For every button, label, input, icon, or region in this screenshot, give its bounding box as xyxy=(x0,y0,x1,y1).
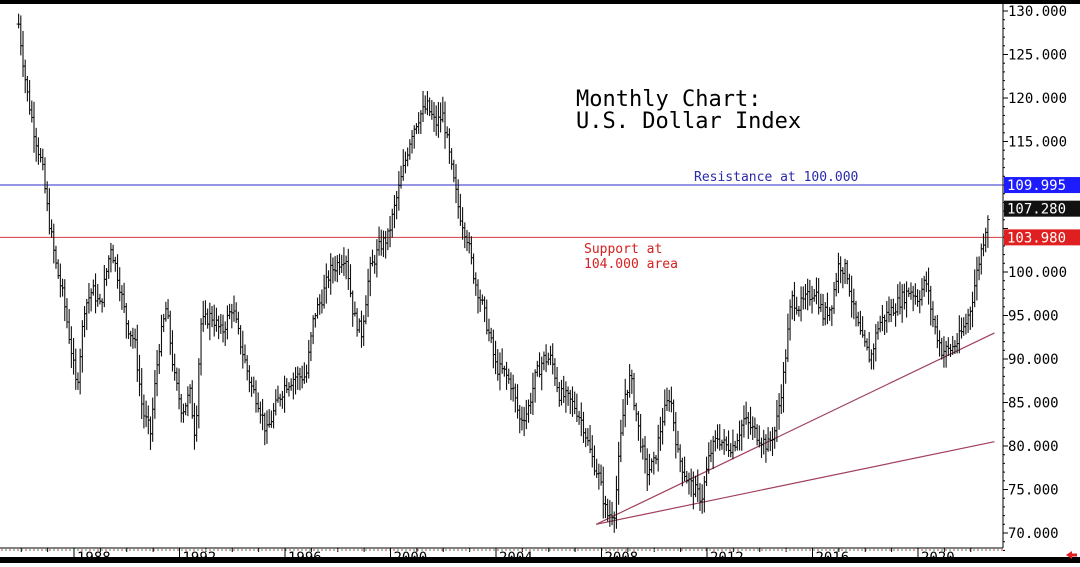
price-label-text: 103.980 xyxy=(1007,230,1066,246)
trendline-shallow xyxy=(596,441,995,525)
y-axis-tick-label: 95.000 xyxy=(1008,309,1059,325)
y-axis-tick-label: 70.000 xyxy=(1008,526,1059,542)
support-annotation-line-1: Support at xyxy=(584,242,662,257)
y-axis-tick-label: 120.000 xyxy=(1008,91,1067,107)
chart-title-line-1: Monthly Chart: xyxy=(576,87,761,112)
x-axis-tick-label: 1996 xyxy=(288,550,322,563)
x-axis-tick-label: 2004 xyxy=(499,550,533,563)
x-axis-tick-label: 2000 xyxy=(394,550,428,563)
x-axis-tick-label: 2020 xyxy=(921,550,955,563)
y-axis-tick-label: 125.000 xyxy=(1008,48,1067,64)
price-label-background xyxy=(1004,229,1080,246)
resistance-annotation: Resistance at 100.000 xyxy=(694,170,858,185)
price-bar xyxy=(985,215,990,248)
y-axis-tick-label: 115.000 xyxy=(1008,135,1067,151)
x-axis-tick-label: 1992 xyxy=(183,550,217,563)
price-label-text: 107.280 xyxy=(1007,202,1066,218)
x-axis-tick-label: 2008 xyxy=(605,550,639,563)
price-label: 103.980 xyxy=(1004,229,1080,246)
y-axis-tick-label: 90.000 xyxy=(1008,352,1059,368)
support-annotation-line-2: 104.000 area xyxy=(584,257,678,272)
price-label-text: 109.995 xyxy=(1007,178,1066,194)
price-label-background xyxy=(1004,177,1080,194)
price-label: 109.995 xyxy=(1004,177,1080,194)
price-label: 107.280 xyxy=(1004,200,1080,218)
bottom-frame-bar xyxy=(0,557,1080,563)
y-axis-tick-label: 100.000 xyxy=(1008,265,1067,281)
y-axis-tick-label: 75.000 xyxy=(1008,483,1059,499)
y-axis-tick-label: 130.000 xyxy=(1008,4,1067,20)
scroll-right-arrow-icon[interactable] xyxy=(1066,551,1077,559)
x-axis-tick-label: 2012 xyxy=(710,550,744,563)
trendline-steep xyxy=(595,332,995,525)
price-label-background xyxy=(1004,200,1080,217)
x-axis-tick-label: 1988 xyxy=(77,550,111,563)
x-axis-tick-label: 2016 xyxy=(816,550,850,563)
y-axis-tick-label: 80.000 xyxy=(1008,439,1059,455)
top-frame-bar xyxy=(0,0,1080,4)
chart-title-line-2: U.S. Dollar Index xyxy=(576,109,801,134)
y-axis-tick-label: 85.000 xyxy=(1008,396,1059,412)
